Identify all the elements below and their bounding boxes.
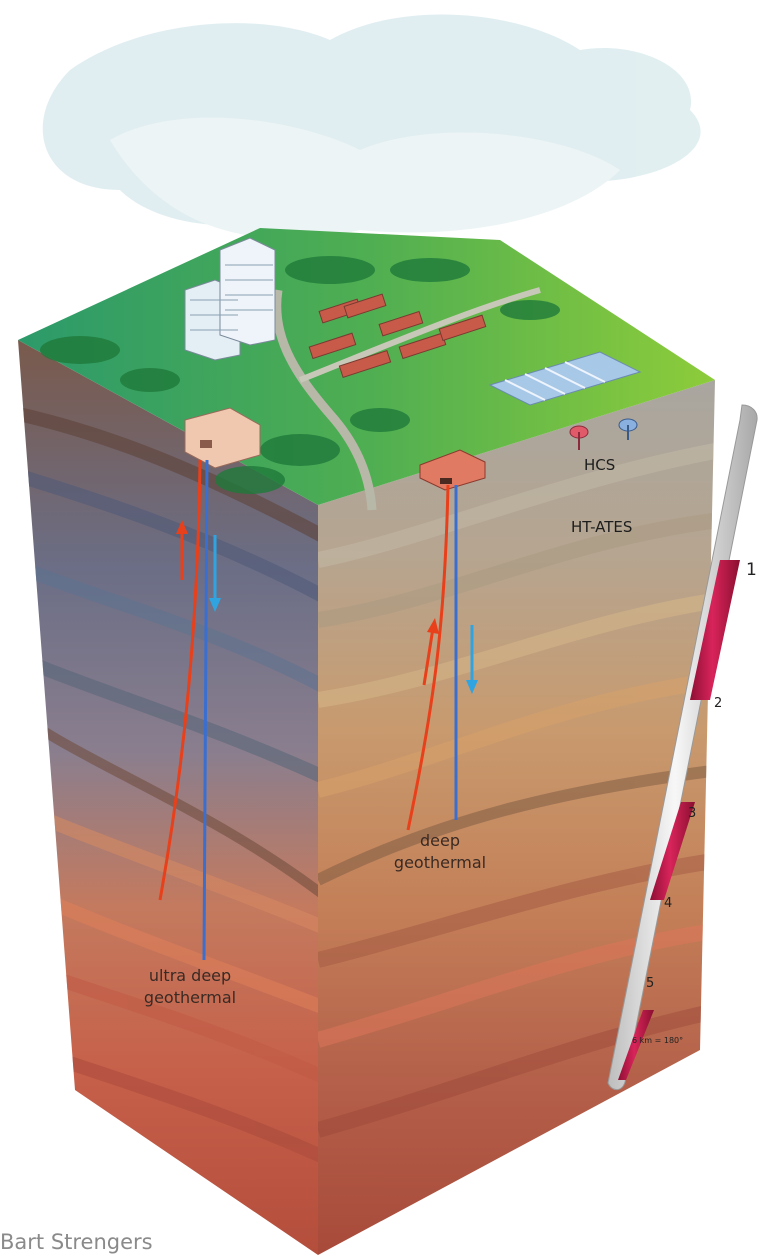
depth-scale-note: 6 km = 180°	[632, 1036, 684, 1045]
depth-mark-2: 2	[714, 696, 723, 711]
depth-mark-1: 1	[746, 560, 757, 580]
deep-wells	[406, 484, 478, 831]
upward-hot-arrow-icon	[176, 520, 188, 534]
left-face-strata	[18, 340, 318, 1255]
greenhouses	[488, 351, 642, 406]
hcs-label: HCS	[584, 456, 616, 474]
downward-cold-arrow-icon	[466, 680, 478, 694]
ultra-deep-wells	[158, 459, 221, 961]
author-credit: Bart Strengers	[0, 1230, 153, 1254]
houses	[308, 293, 487, 379]
downward-cold-arrow-icon	[209, 598, 221, 612]
geothermal-plant-ultra-deep	[184, 407, 261, 469]
ultra-label-line2: geothermal	[143, 988, 237, 1007]
deep-label-line2: geothermal	[393, 853, 487, 872]
ultra-label-line1: ultra deep	[148, 966, 232, 985]
right-face-strata	[318, 380, 715, 1255]
upward-hot-arrow-icon	[427, 618, 439, 634]
ultra-deep-geothermal-label: ultra deep geothermal	[130, 965, 250, 1009]
depth-scale-bar	[607, 404, 758, 1091]
deep-label-line1: deep	[420, 831, 460, 850]
surface-landscape	[18, 228, 715, 511]
storage-tanks	[569, 418, 638, 450]
clouds	[42, 14, 701, 239]
geothermal-plant-deep	[419, 449, 486, 491]
ht-ates-label: HT-ATES	[571, 518, 633, 536]
deep-geothermal-label: deep geothermal	[390, 830, 490, 874]
depth-mark-4: 4	[664, 896, 673, 911]
depth-mark-5: 5	[646, 976, 655, 991]
office-buildings	[184, 237, 276, 361]
depth-mark-3: 3	[688, 806, 697, 821]
